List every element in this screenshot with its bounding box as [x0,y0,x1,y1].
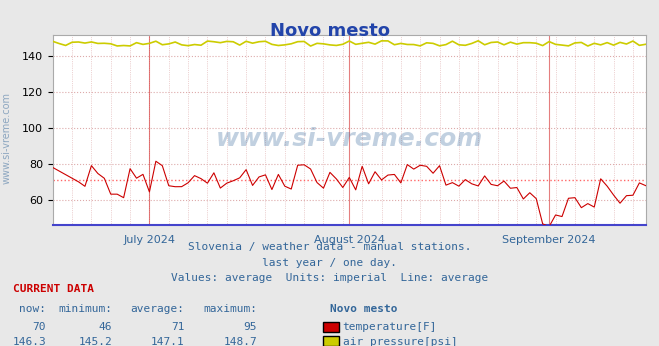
Text: 146.3: 146.3 [13,337,46,346]
Text: 147.1: 147.1 [151,337,185,346]
Text: last year / one day.: last year / one day. [262,258,397,268]
Text: air pressure[psi]: air pressure[psi] [343,337,457,346]
Text: 95: 95 [244,322,257,332]
Text: CURRENT DATA: CURRENT DATA [13,284,94,294]
Text: Values: average  Units: imperial  Line: average: Values: average Units: imperial Line: av… [171,273,488,283]
Text: minimum:: minimum: [58,304,112,315]
Text: www.si-vreme.com: www.si-vreme.com [1,92,12,184]
Text: Novo mesto: Novo mesto [330,304,397,315]
Text: now:: now: [19,304,46,315]
Text: temperature[F]: temperature[F] [343,322,437,332]
Text: Slovenia / weather data - manual stations.: Slovenia / weather data - manual station… [188,242,471,252]
Text: average:: average: [130,304,185,315]
Text: maximum:: maximum: [203,304,257,315]
Text: www.si-vreme.com: www.si-vreme.com [215,127,483,151]
Text: 148.7: 148.7 [223,337,257,346]
Text: 70: 70 [33,322,46,332]
Text: 145.2: 145.2 [78,337,112,346]
Text: 71: 71 [171,322,185,332]
Text: 46: 46 [99,322,112,332]
Text: Novo mesto: Novo mesto [270,22,389,40]
